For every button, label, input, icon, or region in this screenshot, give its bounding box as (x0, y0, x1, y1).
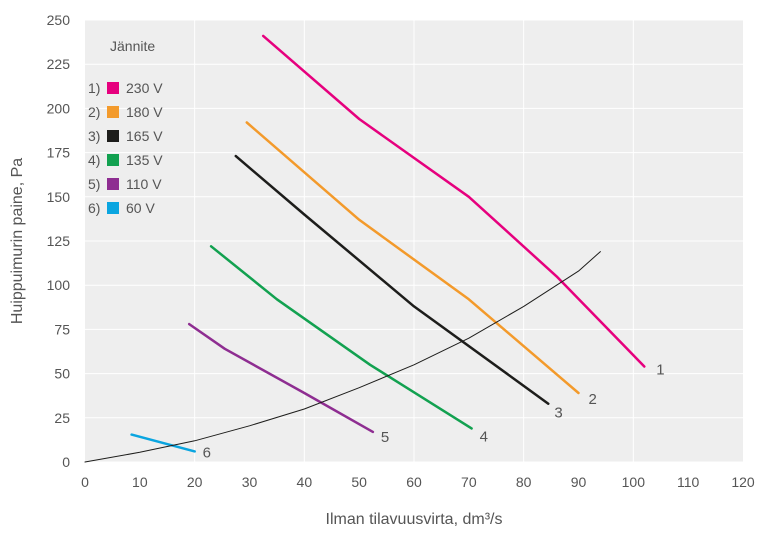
y-tick-label: 100 (47, 277, 71, 293)
x-tick-label: 110 (677, 474, 700, 490)
legend-swatch (107, 130, 119, 142)
legend-label: 60 V (126, 200, 155, 216)
x-axis-title: Ilman tilavuusvirta, dm³/s (326, 511, 503, 528)
legend-swatch (107, 106, 119, 118)
legend-swatch (107, 202, 119, 214)
legend-label: 180 V (126, 104, 163, 120)
legend-number: 1) (88, 80, 100, 96)
y-tick-label: 225 (47, 56, 71, 72)
curve-5 (187, 322, 375, 434)
y-tick-label: 250 (47, 12, 71, 28)
legend-label: 110 V (126, 176, 162, 192)
legend-swatch (107, 154, 119, 166)
x-tick-label: 100 (622, 474, 646, 490)
curve-label-4: 4 (480, 428, 488, 445)
curve-label-2: 2 (589, 391, 597, 408)
y-tick-label: 125 (47, 233, 71, 249)
x-tick-label: 40 (297, 474, 313, 490)
legend-number: 5) (88, 176, 100, 192)
y-tick-label: 50 (54, 366, 70, 382)
y-tick-label: 75 (54, 321, 70, 337)
legend-swatch (107, 178, 119, 190)
gridlines (85, 19, 743, 463)
y-tick-label: 175 (47, 145, 71, 161)
y-tick-label: 0 (62, 454, 70, 470)
curve-label-3: 3 (554, 405, 562, 422)
x-tick-label: 90 (571, 474, 587, 490)
legend-number: 2) (88, 104, 100, 120)
legend-label: 165 V (126, 128, 163, 144)
legend-label: 135 V (126, 152, 163, 168)
x-axis-ticks: 0 10 20 30 40 50 60 70 80 90 100 110 120 (81, 474, 755, 490)
y-tick-label: 200 (47, 100, 71, 116)
series-lines (84, 34, 646, 463)
legend-swatch (107, 82, 119, 94)
curve-4 (209, 245, 473, 430)
curve-label-1: 1 (656, 362, 664, 379)
x-tick-label: 60 (406, 474, 422, 490)
x-tick-label: 50 (351, 474, 367, 490)
x-tick-label: 80 (516, 474, 532, 490)
x-tick-label: 0 (81, 474, 89, 490)
x-tick-label: 70 (461, 474, 477, 490)
curve-label-5: 5 (381, 429, 389, 446)
x-tick-label: 120 (731, 474, 755, 490)
y-axis-ticks: 0 25 50 75 100 125 150 175 200 225 250 (47, 12, 71, 470)
legend: Jännite 1) 230 V 2) 180 V 3) 165 V 4) 135 V 5) 11… (88, 38, 163, 216)
y-tick-label: 25 (54, 410, 70, 426)
curve-6 (130, 433, 196, 453)
system-curve (84, 251, 601, 463)
legend-number: 3) (88, 128, 100, 144)
y-tick-label: 150 (47, 189, 71, 205)
legend-number: 6) (88, 200, 100, 216)
legend-number: 4) (88, 152, 100, 168)
curve-label-6: 6 (203, 444, 211, 461)
curve-3 (234, 154, 550, 405)
y-axis-title: Huippuimurin paine, Pa (9, 158, 26, 324)
curve-1 (261, 34, 646, 368)
curve-labels: 1 2 3 4 5 6 (203, 362, 665, 462)
curve-2 (245, 121, 580, 395)
legend-title: Jännite (110, 38, 155, 54)
x-tick-label: 20 (187, 474, 203, 490)
legend-label: 230 V (126, 80, 163, 96)
x-tick-label: 30 (242, 474, 258, 490)
x-tick-label: 10 (132, 474, 148, 490)
